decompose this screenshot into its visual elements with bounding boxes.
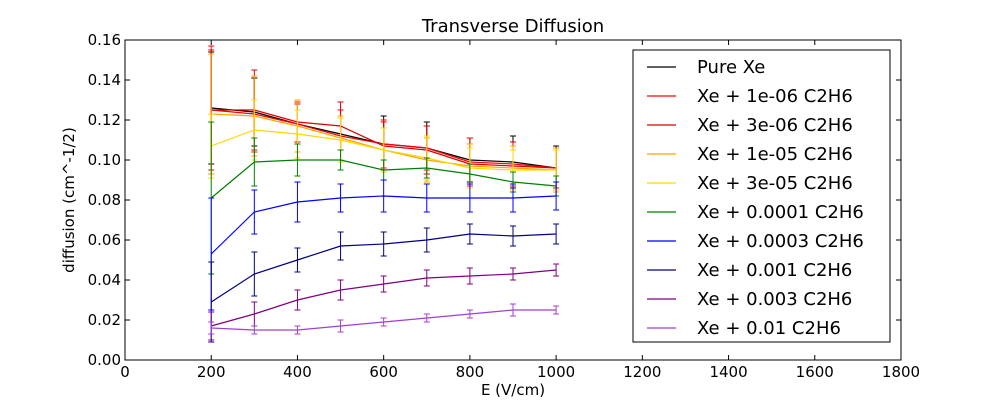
y-tick-label: 0.04 [88, 271, 121, 289]
x-tick-label: 800 [456, 363, 485, 381]
legend-label: Xe + 1e-05 C2H6 [697, 144, 853, 165]
x-tick-label: 1600 [796, 363, 834, 381]
x-tick-label: 1400 [709, 363, 747, 381]
series-9 [208, 303, 560, 335]
chart-title: Transverse Diffusion [421, 16, 604, 37]
y-axis-label: diffusion (cm^-1/2) [60, 127, 78, 273]
legend-label: Xe + 0.001 C2H6 [697, 260, 852, 281]
legend-label: Xe + 0.0003 C2H6 [697, 231, 864, 252]
y-tick-label: 0.00 [88, 351, 121, 369]
x-tick-label: 600 [369, 363, 398, 381]
x-axis-label: E (V/cm) [481, 381, 545, 399]
series-8 [208, 263, 560, 341]
legend-label: Xe + 1e-06 C2H6 [697, 86, 853, 107]
y-tick-label: 0.12 [88, 111, 121, 129]
axis-ticks: 0 200 400 600 800 1000 1200 1400 1600 1800 0.00 0.0… [88, 31, 921, 381]
legend-label: Xe + 0.003 C2H6 [697, 289, 852, 310]
y-tick-label: 0.14 [88, 71, 121, 89]
legend-label: Pure Xe [697, 57, 765, 78]
x-tick-label: 200 [197, 363, 226, 381]
legend-box [632, 49, 891, 343]
x-tick-label: 0 [120, 363, 130, 381]
y-tick-label: 0.06 [88, 231, 121, 249]
x-tick-label: 1800 [882, 363, 920, 381]
series-6 [208, 179, 560, 311]
y-tick-label: 0.16 [88, 31, 121, 49]
x-tick-label: 1000 [537, 363, 575, 381]
x-tick-label: 1200 [623, 363, 661, 381]
legend-label: Xe + 0.01 C2H6 [697, 318, 841, 339]
y-tick-label: 0.08 [88, 191, 121, 209]
y-tick-label: 0.02 [88, 311, 121, 329]
series-7 [208, 223, 560, 343]
x-tick-label: 400 [283, 363, 312, 381]
legend-label: Xe + 0.0001 C2H6 [697, 202, 864, 223]
series-layer [208, 45, 560, 343]
plot-frame [124, 39, 902, 361]
legend-label: Xe + 3e-06 C2H6 [697, 115, 853, 136]
legend: Pure Xe Xe + 1e-06 C2H6 Xe + 3e-06 C2H6 Xe … [632, 49, 891, 343]
y-tick-label: 0.10 [88, 151, 121, 169]
legend-label: Xe + 3e-05 C2H6 [697, 173, 853, 194]
